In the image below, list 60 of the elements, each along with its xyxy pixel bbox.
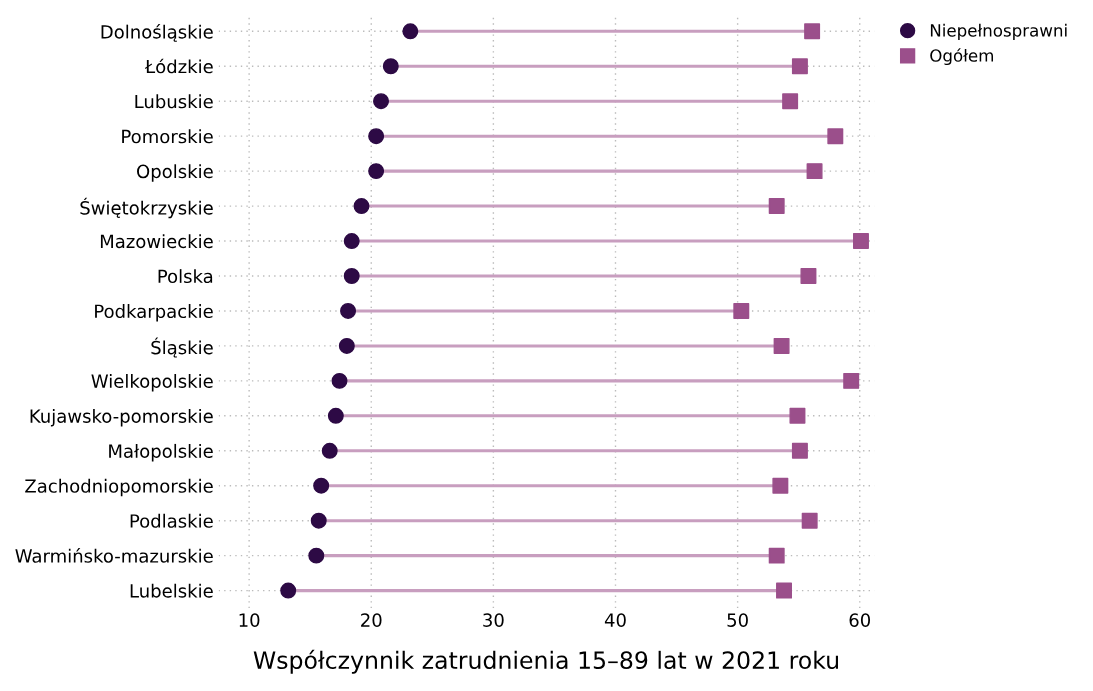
x-tick-label: 50 bbox=[727, 613, 748, 627]
point bbox=[343, 268, 360, 284]
x-tick-label: 40 bbox=[604, 613, 626, 627]
point bbox=[310, 512, 327, 529]
point bbox=[308, 547, 325, 564]
point bbox=[368, 128, 385, 145]
point bbox=[768, 547, 785, 564]
point bbox=[806, 163, 823, 180]
y-tick-label: Lubelskie bbox=[130, 583, 213, 598]
point bbox=[782, 93, 799, 110]
point bbox=[338, 337, 355, 354]
y-tick-label: Dolnośląskie bbox=[101, 23, 213, 42]
x-tick-label: 10 bbox=[239, 613, 260, 627]
y-tick-label: Pomorskie bbox=[122, 129, 213, 144]
y-tick-label: Zachodniopomorskie bbox=[25, 478, 213, 497]
y-tick-label: Warmińsko-mazurskie bbox=[15, 548, 213, 563]
point bbox=[768, 198, 785, 215]
point bbox=[773, 337, 790, 354]
point bbox=[800, 268, 817, 284]
y-tick-label: Podkarpackie bbox=[95, 304, 213, 322]
point bbox=[804, 23, 821, 40]
point bbox=[791, 58, 808, 75]
y-tick-label: Kujawsko-pomorskie bbox=[30, 408, 213, 427]
point bbox=[373, 93, 390, 110]
legend-label: Ogółem bbox=[930, 48, 993, 66]
y-tick-label: Małopolskie bbox=[109, 443, 213, 462]
point bbox=[772, 477, 789, 494]
point bbox=[343, 233, 360, 250]
y-tick-label: Opolskie bbox=[137, 164, 213, 182]
point bbox=[801, 512, 818, 529]
y-tick-label: Łódzkie bbox=[144, 58, 213, 74]
point bbox=[382, 58, 399, 75]
point bbox=[843, 372, 860, 389]
point bbox=[789, 407, 806, 424]
point bbox=[280, 582, 297, 599]
legend-label: Niepełnosprawni bbox=[930, 23, 1067, 40]
x-axis-title: Współczynnik zatrudnienia 15–89 lat w 2021 roku bbox=[253, 649, 838, 674]
x-tick-label: 30 bbox=[483, 613, 504, 627]
y-tick-label: Podlaskie bbox=[130, 513, 213, 528]
point bbox=[733, 302, 750, 319]
x-tick-label: 60 bbox=[849, 613, 871, 627]
point bbox=[313, 477, 330, 494]
y-tick-label: Wielkopolskie bbox=[91, 374, 213, 392]
y-tick-label: Śląskie bbox=[151, 337, 213, 358]
point bbox=[827, 128, 844, 145]
point bbox=[776, 582, 793, 599]
point bbox=[331, 372, 348, 389]
y-tick-label: Lubuskie bbox=[135, 94, 213, 109]
y-tick-label: Polska bbox=[158, 269, 213, 284]
point bbox=[368, 163, 385, 180]
x-tick-label: 20 bbox=[361, 613, 382, 627]
point bbox=[852, 233, 869, 250]
point bbox=[402, 23, 419, 40]
point bbox=[321, 442, 338, 459]
y-tick-label: Świętokrzyskie bbox=[80, 197, 213, 219]
point bbox=[327, 407, 344, 424]
point bbox=[340, 302, 357, 319]
point bbox=[791, 442, 808, 459]
point bbox=[353, 198, 370, 215]
y-tick-label: Mazowieckie bbox=[100, 234, 213, 249]
